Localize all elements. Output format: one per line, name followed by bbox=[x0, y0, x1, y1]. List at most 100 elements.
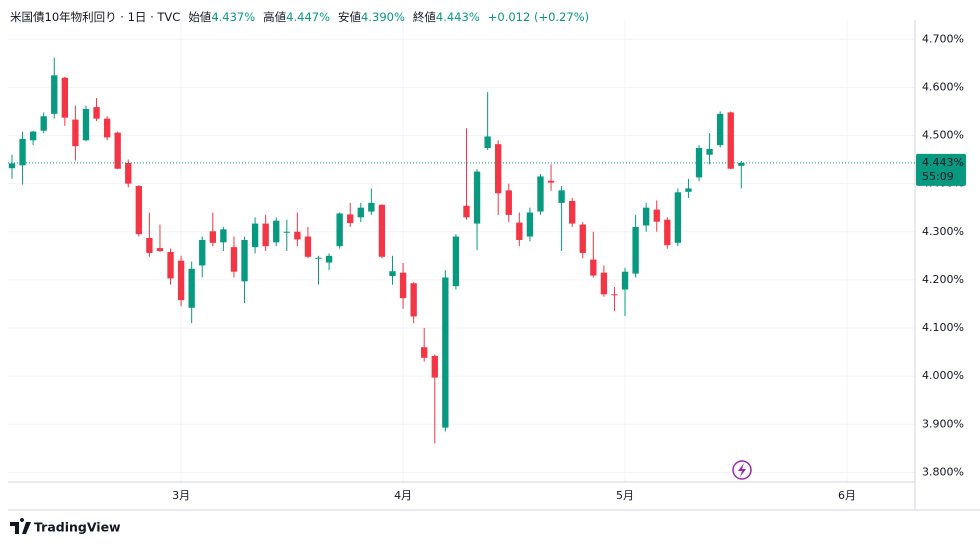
x-tick-label: 3月 bbox=[172, 489, 190, 502]
event-bolt bbox=[738, 463, 746, 477]
candle-body bbox=[357, 207, 364, 218]
x-tick-label: 4月 bbox=[394, 489, 412, 502]
y-tick-label: 4.700% bbox=[922, 32, 964, 45]
candle-body bbox=[283, 231, 290, 233]
candle-body bbox=[220, 229, 227, 243]
candle-body bbox=[40, 116, 47, 131]
candle-body bbox=[738, 162, 745, 166]
header-value: 4.443% bbox=[436, 10, 480, 24]
header-value: 4.437% bbox=[211, 10, 255, 24]
candle-body bbox=[294, 231, 301, 240]
candle-body bbox=[526, 212, 534, 237]
header-label: 高値 bbox=[263, 10, 286, 24]
candle-body bbox=[484, 136, 491, 149]
candle-body bbox=[600, 272, 608, 295]
x-tick-label: 5月 bbox=[616, 489, 634, 502]
candle-body bbox=[103, 118, 111, 138]
y-tick-label: 3.800% bbox=[922, 465, 964, 478]
candle-body bbox=[579, 224, 586, 253]
x-tick-label: 6月 bbox=[838, 489, 856, 502]
candle-body bbox=[188, 268, 195, 308]
candle-body bbox=[442, 277, 449, 428]
header-change: +0.012 (+0.27%) bbox=[488, 10, 589, 24]
y-tick-label: 3.900% bbox=[922, 417, 964, 430]
y-tick-label: 4.200% bbox=[922, 273, 964, 286]
candle-body bbox=[273, 220, 280, 243]
event-icon[interactable] bbox=[732, 460, 752, 480]
header-label: 始値 bbox=[188, 10, 211, 24]
header-value: 4.447% bbox=[286, 10, 330, 24]
candle-body bbox=[463, 205, 470, 218]
candle-body bbox=[368, 202, 375, 212]
candle-body bbox=[51, 75, 58, 114]
candle-body bbox=[125, 162, 132, 184]
last-price-box bbox=[916, 153, 966, 186]
candle-body bbox=[325, 255, 333, 263]
candle-body bbox=[209, 231, 216, 243]
candles bbox=[8, 57, 745, 444]
y-tick-label: 4.000% bbox=[922, 369, 964, 382]
last-price-label: 4.443% bbox=[922, 156, 964, 169]
y-tick-label: 4.100% bbox=[922, 321, 964, 334]
candle-body bbox=[251, 223, 259, 248]
candle-body bbox=[505, 190, 512, 215]
candle-body bbox=[664, 219, 671, 246]
countdown: 55:09 bbox=[922, 170, 954, 183]
candle-body bbox=[114, 132, 121, 169]
candle-body bbox=[706, 148, 713, 155]
candle-body bbox=[727, 112, 734, 169]
candle-body bbox=[315, 257, 322, 259]
candle-body bbox=[29, 131, 37, 141]
candle-body bbox=[410, 283, 417, 317]
header-label: 終値 bbox=[413, 10, 436, 24]
candle-body bbox=[241, 239, 248, 282]
candle-body bbox=[473, 171, 481, 224]
chart-header: 米国債10年物利回り · 1日 · TVC 始値4.437% 高値4.447% 安値4… bbox=[10, 10, 589, 24]
candle-body bbox=[547, 180, 555, 183]
candle-body bbox=[695, 148, 703, 178]
candle-body bbox=[93, 107, 100, 119]
candle-body bbox=[304, 236, 312, 257]
candle-body bbox=[8, 163, 16, 169]
candle-body bbox=[653, 209, 660, 222]
candle-body bbox=[230, 247, 238, 272]
brand-name: TradingView bbox=[34, 520, 121, 535]
candle-body bbox=[199, 239, 206, 266]
candle-body bbox=[347, 214, 354, 224]
candle-body bbox=[452, 236, 460, 287]
candle-body bbox=[262, 223, 269, 247]
candle-body bbox=[336, 213, 343, 247]
candle-body bbox=[685, 188, 692, 192]
y-tick-label: 4.500% bbox=[922, 129, 964, 142]
brand-icon bbox=[10, 518, 31, 534]
candle-body bbox=[146, 238, 153, 253]
candle-body bbox=[537, 176, 544, 212]
candle-body bbox=[516, 222, 523, 240]
candle-body bbox=[495, 144, 502, 194]
title: 米国債10年物利回り · 1日 · TVC bbox=[10, 10, 180, 24]
candle-body bbox=[558, 190, 565, 203]
candle-body bbox=[378, 204, 386, 257]
candle-body bbox=[611, 294, 618, 296]
candle-body bbox=[177, 260, 185, 301]
y-tick-label: 4.300% bbox=[922, 225, 964, 238]
candle-body bbox=[716, 113, 724, 146]
candle-body bbox=[19, 138, 26, 166]
candle-body bbox=[569, 200, 576, 224]
candle-body bbox=[61, 77, 69, 118]
candle-body bbox=[399, 272, 407, 299]
candle-body bbox=[135, 186, 142, 235]
candle-body bbox=[621, 271, 629, 290]
candle-body bbox=[156, 248, 164, 251]
candle-body bbox=[72, 119, 79, 147]
y-tick-label: 4.600% bbox=[922, 80, 964, 93]
candle-body bbox=[389, 271, 396, 277]
candle-body bbox=[674, 192, 682, 243]
candle-body bbox=[421, 347, 428, 358]
candle-body bbox=[643, 207, 650, 226]
brand-logo: TradingView bbox=[10, 518, 121, 535]
candle-body bbox=[431, 355, 438, 378]
candle-body bbox=[167, 251, 174, 279]
